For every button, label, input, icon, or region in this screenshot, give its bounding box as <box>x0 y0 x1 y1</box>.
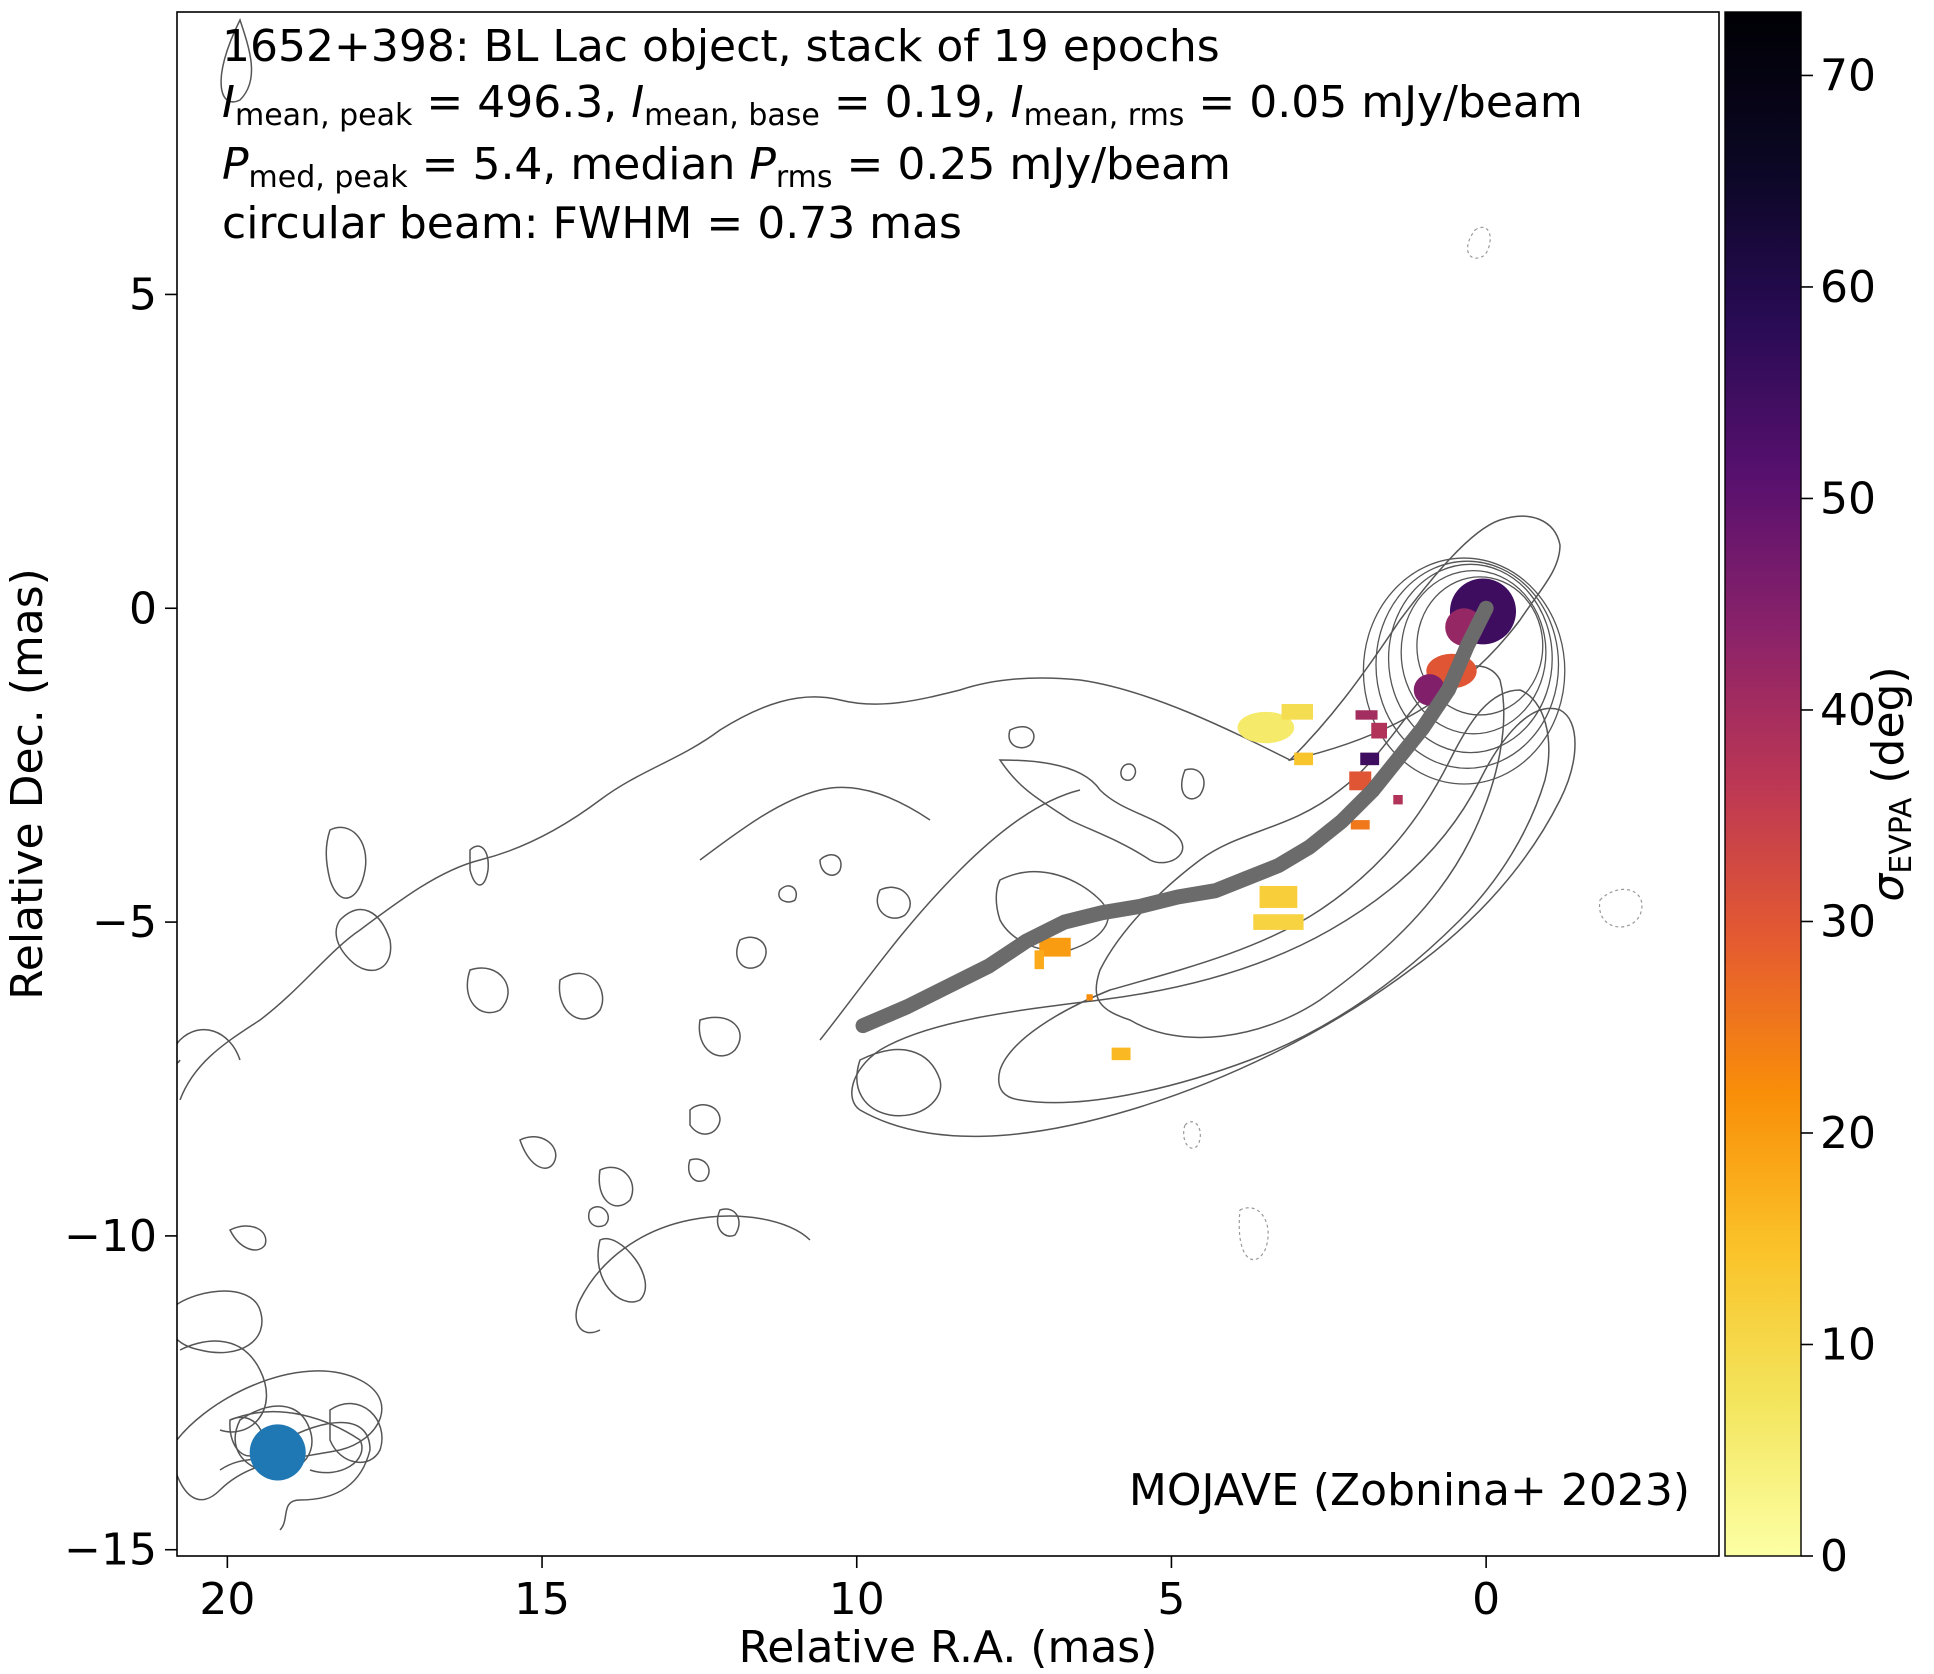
evpa-pixel-patch <box>1253 914 1304 930</box>
colorbar-tick-label: 40 <box>1820 685 1876 736</box>
ridgeline <box>855 600 1494 1034</box>
evpa-pixel-patch <box>1349 771 1372 791</box>
y-tick-label: −15 <box>64 1525 157 1576</box>
colorbar-tick-label: 30 <box>1820 896 1876 947</box>
ridgeline-path <box>855 600 1494 1034</box>
y-axis: 5 0 −5 −10 −15 <box>64 269 177 1576</box>
beam-ellipse <box>249 1424 306 1481</box>
beam-circle <box>249 1424 306 1481</box>
evpa-pixel-patch <box>1237 711 1295 744</box>
evpa-pixel-patch <box>1294 752 1314 766</box>
y-tick-label: −5 <box>92 897 157 948</box>
evpa-pixel-patch <box>1355 710 1378 720</box>
x-tick-label: 0 <box>1472 1574 1500 1625</box>
evpa-pixel-patch <box>1111 1047 1131 1061</box>
colorbar <box>1724 11 1802 1557</box>
plot-frame <box>176 11 1720 1557</box>
annotation-block: 1652+398: BL Lac object, stack of 19 epo… <box>222 21 1583 249</box>
inner-contours <box>1362 557 1566 785</box>
colorbar-ticks: 0 10 20 30 40 50 60 70 <box>1801 50 1876 1582</box>
evpa-pixel-patch <box>1371 722 1387 739</box>
evpa-pixel-patch <box>1039 937 1071 957</box>
negative-contours <box>1183 226 1643 1261</box>
y-axis-title: Relative Dec. (mas) <box>2 568 53 1000</box>
evpa-patches <box>1034 578 1517 1061</box>
contour-level <box>1416 576 1544 716</box>
evpa-pixel-patch <box>1281 703 1314 720</box>
colorbar-tick-label: 0 <box>1820 1531 1848 1582</box>
x-tick-label: 10 <box>829 1574 885 1625</box>
annotation-line-2: Imean, peak = 496.3, Imean, base = 0.19,… <box>222 77 1583 133</box>
annotation-line-3: Pmed, peak = 5.4, median Prms = 0.25 mJy… <box>222 139 1231 195</box>
annotation-line-1: 1652+398: BL Lac object, stack of 19 epo… <box>222 21 1220 72</box>
contour-level <box>1387 563 1553 754</box>
evpa-pixel-patch <box>1393 794 1403 805</box>
evpa-pixel-patch <box>1350 820 1370 830</box>
evpa-pixel-patch <box>1259 885 1298 908</box>
colorbar-tick-label: 60 <box>1820 262 1876 313</box>
x-tick-label: 5 <box>1157 1574 1185 1625</box>
credit-label: MOJAVE (Zobnina+ 2023) <box>1129 1465 1690 1516</box>
y-tick-label: 0 <box>129 583 157 634</box>
evpa-pixel-patch <box>1086 994 1093 1001</box>
x-axis: 20 15 10 5 0 <box>199 1556 1500 1625</box>
x-tick-label: 20 <box>199 1574 255 1625</box>
contour-level <box>1400 569 1547 735</box>
contour-level <box>1362 557 1566 785</box>
evpa-pixel-patch <box>1360 752 1380 766</box>
annotation-line-4: circular beam: FWHM = 0.73 mas <box>222 198 962 249</box>
x-tick-label: 15 <box>514 1574 570 1625</box>
colorbar-tick-label: 50 <box>1820 473 1876 524</box>
evpa-pixel-patch <box>1034 950 1044 970</box>
y-tick-label: 5 <box>129 269 157 320</box>
colorbar-tick-label: 70 <box>1820 50 1876 101</box>
colorbar-label: σEVPA (deg) <box>1863 666 1919 901</box>
colorbar-tick-label: 10 <box>1820 1319 1876 1370</box>
y-tick-label: −10 <box>64 1211 157 1262</box>
contour-level <box>1375 560 1560 769</box>
x-axis-title: Relative R.A. (mas) <box>739 1622 1158 1673</box>
colorbar-tick-label: 20 <box>1820 1108 1876 1159</box>
